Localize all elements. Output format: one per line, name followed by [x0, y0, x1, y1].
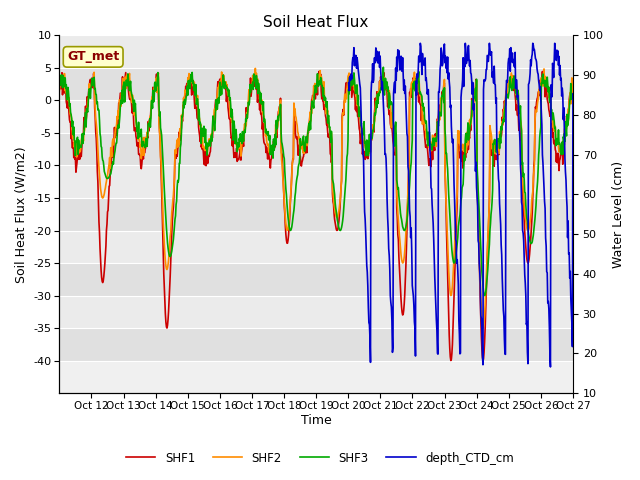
- depth_CTD_cm: [358, 128, 366, 133]
- SHF2: [545, 85, 552, 91]
- SHF1: [479, 358, 487, 363]
- SHF2: [80, 127, 88, 133]
- SHF1: [269, 152, 276, 158]
- SHF1: [316, 69, 323, 74]
- SHF2: [552, 139, 560, 144]
- Bar: [60, 100, 573, 133]
- X-axis label: Time: Time: [301, 414, 332, 427]
- Bar: [60, 230, 573, 263]
- Line: depth_CTD_cm: depth_CTD_cm: [349, 43, 573, 367]
- SHF1: [358, 151, 366, 157]
- SHF1: [552, 159, 560, 165]
- Text: GT_met: GT_met: [67, 50, 119, 63]
- Line: SHF3: SHF3: [60, 67, 573, 296]
- Bar: [60, 133, 573, 166]
- SHF3: [481, 293, 488, 299]
- SHF2: [569, 77, 577, 83]
- depth_CTD_cm: [543, 270, 551, 276]
- Legend: SHF1, SHF2, SHF3, depth_CTD_cm: SHF1, SHF2, SHF3, depth_CTD_cm: [121, 447, 519, 469]
- SHF1: [569, 81, 577, 86]
- Line: SHF2: SHF2: [60, 68, 573, 328]
- SHF2: [252, 65, 259, 71]
- SHF2: [151, 89, 159, 95]
- Bar: [60, 36, 573, 68]
- SHF3: [545, 89, 552, 95]
- Bar: [60, 68, 573, 100]
- Y-axis label: Soil Heat Flux (W/m2): Soil Heat Flux (W/m2): [15, 146, 28, 283]
- SHF3: [56, 83, 63, 88]
- SHF3: [380, 64, 387, 70]
- SHF1: [80, 115, 88, 120]
- Bar: [60, 296, 573, 328]
- Title: Soil Heat Flux: Soil Heat Flux: [264, 15, 369, 30]
- SHF2: [56, 89, 63, 95]
- Bar: [60, 328, 573, 360]
- SHF1: [56, 86, 63, 92]
- SHF3: [80, 132, 88, 137]
- SHF3: [269, 142, 276, 148]
- SHF2: [358, 131, 366, 136]
- SHF3: [552, 136, 560, 142]
- SHF3: [151, 80, 159, 86]
- SHF2: [479, 325, 487, 331]
- SHF3: [358, 135, 366, 141]
- SHF2: [269, 142, 277, 147]
- SHF3: [569, 92, 577, 97]
- SHF1: [545, 101, 552, 107]
- Bar: [60, 166, 573, 198]
- Bar: [60, 263, 573, 296]
- depth_CTD_cm: [552, 56, 559, 62]
- depth_CTD_cm: [569, 91, 577, 96]
- SHF1: [151, 86, 159, 92]
- Y-axis label: Water Level (cm): Water Level (cm): [612, 161, 625, 268]
- Line: SHF1: SHF1: [60, 72, 573, 360]
- Bar: [60, 198, 573, 230]
